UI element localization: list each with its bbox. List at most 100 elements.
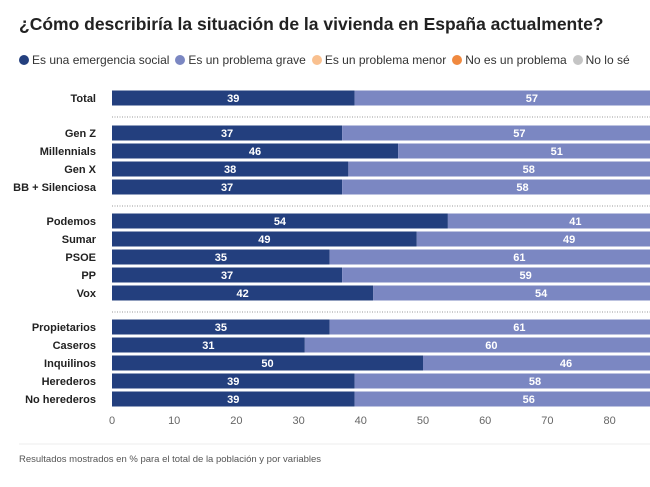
legend-label: Es un problema menor (324, 53, 447, 67)
data-label: 54 (274, 216, 287, 228)
legend-swatch (572, 55, 583, 65)
bar-segment (416, 231, 650, 247)
category-label: Total (71, 93, 96, 105)
x-tick-label: 70 (541, 415, 553, 427)
legend-label: No lo sé (585, 53, 630, 67)
data-label: 54 (535, 288, 548, 300)
bar-segment (112, 213, 448, 229)
data-label: 50 (261, 358, 273, 370)
x-tick-label: 20 (230, 415, 242, 427)
category-label: Sumar (62, 234, 97, 246)
legend: Es una emergencia social Es un problema g… (19, 53, 630, 67)
bar-segment (112, 391, 355, 407)
bar-segment (342, 125, 650, 141)
data-label: 38 (224, 164, 236, 176)
data-label: 42 (236, 288, 248, 300)
x-tick-label: 60 (479, 415, 491, 427)
bar-segment (112, 355, 423, 371)
legend-swatch (452, 55, 463, 65)
bar-segment (304, 337, 650, 353)
legend-label: Es una emergencia social (32, 53, 170, 67)
bar-segment (112, 90, 355, 106)
legend-label: No es un problema (465, 53, 567, 67)
data-label: 39 (227, 394, 239, 406)
category-label: PP (81, 270, 96, 282)
legend-item: Es un problema grave (175, 53, 306, 67)
bar-segment (354, 90, 650, 106)
data-label: 59 (520, 270, 532, 282)
data-label: 37 (221, 128, 233, 140)
data-label: 46 (249, 146, 261, 158)
x-tick-label: 30 (292, 415, 304, 427)
category-label: PSOE (65, 252, 96, 264)
data-label: 37 (221, 270, 233, 282)
data-label: 61 (513, 322, 525, 334)
category-label: Gen Z (65, 128, 96, 140)
x-tick-label: 80 (603, 415, 615, 427)
category-label: BB + Silenciosa (13, 182, 97, 194)
data-label: 37 (221, 182, 233, 194)
data-label: 58 (529, 376, 541, 388)
bar-segment (342, 179, 650, 195)
bar-segment (112, 337, 305, 353)
bar-segment (342, 267, 650, 283)
data-label: 41 (569, 216, 581, 228)
bar-segment (354, 391, 650, 407)
category-label: Vox (77, 288, 97, 300)
data-label: 49 (563, 234, 575, 246)
category-label: Inquilinos (44, 358, 96, 370)
data-label: 58 (516, 182, 528, 194)
bar-segment (112, 179, 343, 195)
legend-swatch (175, 55, 186, 65)
category-label: Millennials (40, 146, 96, 158)
data-label: 46 (560, 358, 572, 370)
legend-swatch (19, 55, 29, 65)
data-label: 39 (227, 376, 239, 388)
data-label: 51 (551, 146, 563, 158)
data-label: 56 (523, 394, 535, 406)
legend-item: Es un problema menor (311, 53, 447, 67)
bar-segment (112, 267, 343, 283)
data-label: 60 (485, 340, 497, 352)
bar-segment (329, 319, 650, 335)
legend-label: Es un problema grave (188, 53, 306, 67)
bar-segment (112, 125, 343, 141)
category-label: Caseros (53, 340, 96, 352)
bar-segment (447, 213, 650, 229)
legend-item: No es un problema (452, 53, 567, 67)
category-label: Gen X (64, 164, 96, 176)
chart-title: ¿Cómo describiría la situación de la viv… (19, 14, 604, 34)
data-label: 57 (526, 93, 538, 105)
data-label: 39 (227, 93, 239, 105)
bar-segment (112, 285, 374, 301)
bar-segment (373, 285, 650, 301)
data-label: 31 (202, 340, 214, 352)
bar-segment (329, 249, 650, 265)
data-label: 35 (215, 322, 227, 334)
bar-segment (112, 231, 417, 247)
data-label: 35 (215, 252, 227, 264)
legend-item: No lo sé (572, 53, 630, 67)
data-label: 61 (513, 252, 525, 264)
x-tick-label: 50 (417, 415, 429, 427)
bar-segment (354, 373, 650, 389)
bar-segment (423, 355, 650, 371)
data-label: 49 (258, 234, 270, 246)
data-label: 58 (523, 164, 535, 176)
footnote: Resultados mostrados en % para el total … (19, 454, 322, 465)
x-tick-label: 40 (355, 415, 367, 427)
legend-item: Es una emergencia social (19, 53, 169, 67)
legend-swatch (311, 55, 322, 65)
x-tick-label: 10 (168, 415, 180, 427)
category-label: No herederos (25, 394, 96, 406)
bar-segment (112, 319, 330, 335)
x-tick-label: 0 (109, 415, 115, 427)
bar-segment (112, 161, 349, 177)
bar-segment (112, 249, 330, 265)
data-label: 57 (513, 128, 525, 140)
bar-segment (398, 143, 650, 159)
category-label: Propietarios (32, 322, 96, 334)
category-label: Podemos (46, 216, 96, 228)
bar-segment (112, 373, 355, 389)
